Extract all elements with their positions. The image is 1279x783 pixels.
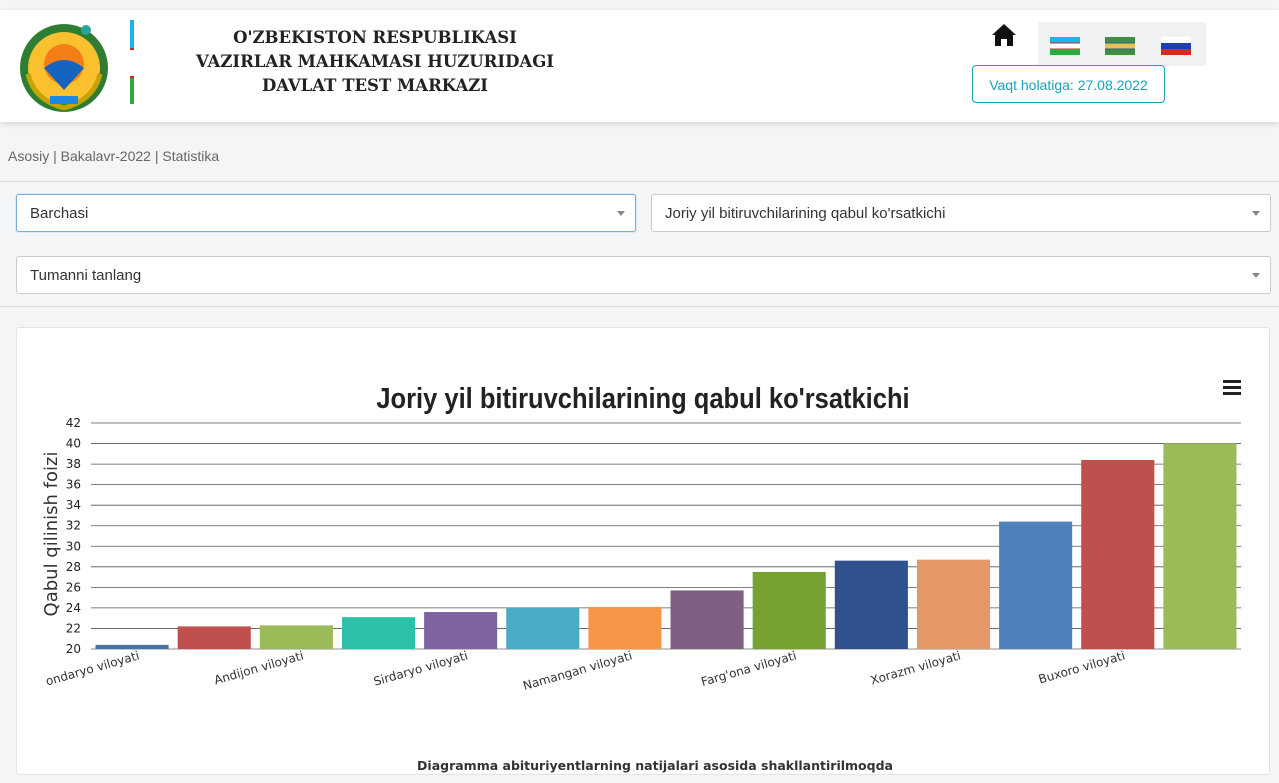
bar-series <box>95 443 1237 649</box>
bar[interactable] <box>670 590 744 649</box>
chart-title: Joriy yil bitiruvchilarining qabul ko'rs… <box>376 381 909 414</box>
x-tick-label: Farg'ona viloyati <box>699 648 798 689</box>
bar[interactable] <box>752 571 826 649</box>
divider <box>0 306 1279 307</box>
chart-footnote: Diagramma abituriyentlarning natijalari … <box>417 758 893 773</box>
emblem-icon[interactable] <box>14 16 114 116</box>
date-button[interactable]: Vaqt holatiga: 27.08.2022 <box>972 65 1165 103</box>
indicator-select-value: Joriy yil bitiruvchilarining qabul ko'rs… <box>665 205 946 222</box>
x-tick-label: Sirdaryo viloyati <box>372 648 470 688</box>
breadcrumb-home[interactable]: Asosiy <box>8 148 50 164</box>
y-tick-label: 20 <box>66 642 81 656</box>
region-select[interactable]: Barchasi <box>16 194 636 232</box>
bar[interactable] <box>341 617 416 649</box>
chart-menu-icon[interactable] <box>1223 380 1241 396</box>
y-tick-label: 42 <box>66 416 81 430</box>
home-icon[interactable] <box>990 22 1018 48</box>
y-tick-label: 38 <box>66 457 81 471</box>
bar[interactable] <box>259 625 333 649</box>
x-tick-label: Buxoro viloyati <box>1037 648 1127 686</box>
flag-stripe <box>130 20 134 104</box>
org-line-2: VAZIRLAR MAHKAMASI HUZURIDAGI <box>196 52 554 71</box>
bar[interactable] <box>1081 459 1155 649</box>
y-tick-label: 30 <box>66 539 81 553</box>
x-tick-label: Xorazm viloyati <box>869 648 963 687</box>
district-select-value: Tumanni tanlang <box>30 267 142 284</box>
x-tick-label: Namangan viloyati <box>521 648 633 693</box>
bar[interactable] <box>916 559 991 649</box>
chevron-down-icon <box>617 211 625 216</box>
y-tick-label: 34 <box>66 498 81 512</box>
divider <box>0 181 1279 182</box>
bar[interactable] <box>999 521 1073 649</box>
bar[interactable] <box>834 560 908 649</box>
y-tick-label: 36 <box>66 478 81 492</box>
y-tick-label: 24 <box>66 601 81 615</box>
breadcrumb-separator: | <box>49 148 61 164</box>
org-line-3: DAVLAT TEST MARKAZI <box>261 76 489 95</box>
bar[interactable] <box>506 607 580 649</box>
breadcrumb-separator: | <box>150 148 163 164</box>
organization-name: O'ZBEKISTON RESPUBLIKASI VAZIRLAR MAHKAM… <box>150 26 600 98</box>
flag-ru-icon[interactable] <box>1161 37 1191 55</box>
y-tick-label: 40 <box>66 437 81 451</box>
indicator-select[interactable]: Joriy yil bitiruvchilarining qabul ko'rs… <box>651 194 1271 232</box>
bar[interactable] <box>424 612 498 649</box>
chevron-down-icon <box>1252 273 1260 278</box>
breadcrumb: Asosiy | Bakalavr-2022 | Statistika <box>8 148 219 164</box>
bar-chart: Joriy yil bitiruvchilarining qabul ko'rs… <box>41 381 1241 773</box>
flag-uz-latin-icon[interactable] <box>1050 37 1080 55</box>
y-axis-ticks: 20 22 24 26 28 30 32 34 36 38 40 42 <box>66 416 81 656</box>
bar[interactable] <box>1163 443 1237 649</box>
y-tick-label: 28 <box>66 560 81 574</box>
region-select-value: Barchasi <box>30 205 89 222</box>
y-tick-label: 32 <box>66 519 81 533</box>
bar[interactable] <box>95 644 169 649</box>
y-tick-label: 22 <box>66 621 81 635</box>
bar[interactable] <box>588 606 662 649</box>
y-axis-label: Qabul qilinish foizi <box>41 452 62 617</box>
x-tick-label: ondaryo viloyati <box>44 648 141 688</box>
flag-uz-cyrillic-icon[interactable] <box>1105 37 1135 55</box>
chart-card: Joriy yil bitiruvchilarining qabul ko'rs… <box>16 327 1270 775</box>
bar[interactable] <box>177 626 251 649</box>
breadcrumb-bakalavr[interactable]: Bakalavr-2022 <box>60 148 151 164</box>
site-header: O'ZBEKISTON RESPUBLIKASI VAZIRLAR MAHKAM… <box>0 10 1279 122</box>
chevron-down-icon <box>1252 211 1260 216</box>
district-select[interactable]: Tumanni tanlang <box>16 256 1271 294</box>
x-axis-labels: ondaryo viloyati Andijon viloyati Sirdaryo… <box>44 648 1127 693</box>
language-switcher <box>1038 22 1206 66</box>
org-line-1: O'ZBEKISTON RESPUBLIKASI <box>233 28 517 47</box>
x-tick-label: Andijon viloyati <box>212 648 305 687</box>
breadcrumb-statistika[interactable]: Statistika <box>162 148 220 164</box>
y-tick-label: 26 <box>66 580 81 594</box>
